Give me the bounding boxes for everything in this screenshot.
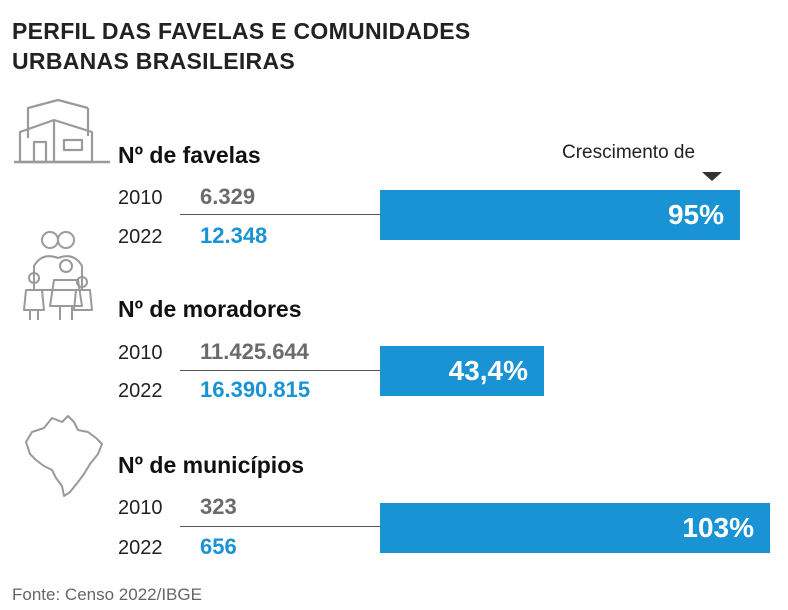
chart-title: PERFIL DAS FAVELAS E COMUNIDADES URBANAS… <box>12 16 471 76</box>
arrow-down-icon <box>702 172 722 181</box>
section-label-municipios: Nº de municípios <box>118 452 305 478</box>
growth-bar-moradores: 43,4% <box>380 346 544 396</box>
row-separator <box>180 214 380 215</box>
row-separator <box>180 526 380 527</box>
value-2010-moradores: 11.425.644 <box>200 339 309 364</box>
brazil-map-icon <box>25 415 103 497</box>
value-2022-moradores: 16.390.815 <box>200 377 311 402</box>
year-2010-favelas: 2010 <box>118 187 163 209</box>
row-separator <box>180 370 380 371</box>
title-line-2: URBANAS BRASILEIRAS <box>12 48 295 74</box>
family-icon <box>23 231 93 320</box>
value-2010-favelas: 6.329 <box>200 184 256 209</box>
title-line-1: PERFIL DAS FAVELAS E COMUNIDADES <box>12 18 471 44</box>
year-2010-moradores: 2010 <box>118 342 163 364</box>
growth-bar-favelas: 95% <box>380 190 740 240</box>
value-2010-municipios: 323 <box>200 494 237 519</box>
growth-bar-municipios: 103% <box>380 503 770 553</box>
value-2022-favelas: 12.348 <box>200 223 268 248</box>
year-2022-favelas: 2022 <box>118 226 163 248</box>
section-label-favelas: Nº de favelas <box>118 142 261 168</box>
year-2022-moradores: 2022 <box>118 380 163 402</box>
source-note: Fonte: Censo 2022/IBGE <box>12 585 202 604</box>
houses-icon <box>14 98 110 164</box>
value-2022-municipios: 656 <box>200 534 237 559</box>
year-2010-municipios: 2010 <box>118 497 163 519</box>
year-2022-municipios: 2022 <box>118 537 163 559</box>
growth-label: Crescimento de <box>562 142 696 163</box>
section-label-moradores: Nº de moradores <box>118 296 302 322</box>
